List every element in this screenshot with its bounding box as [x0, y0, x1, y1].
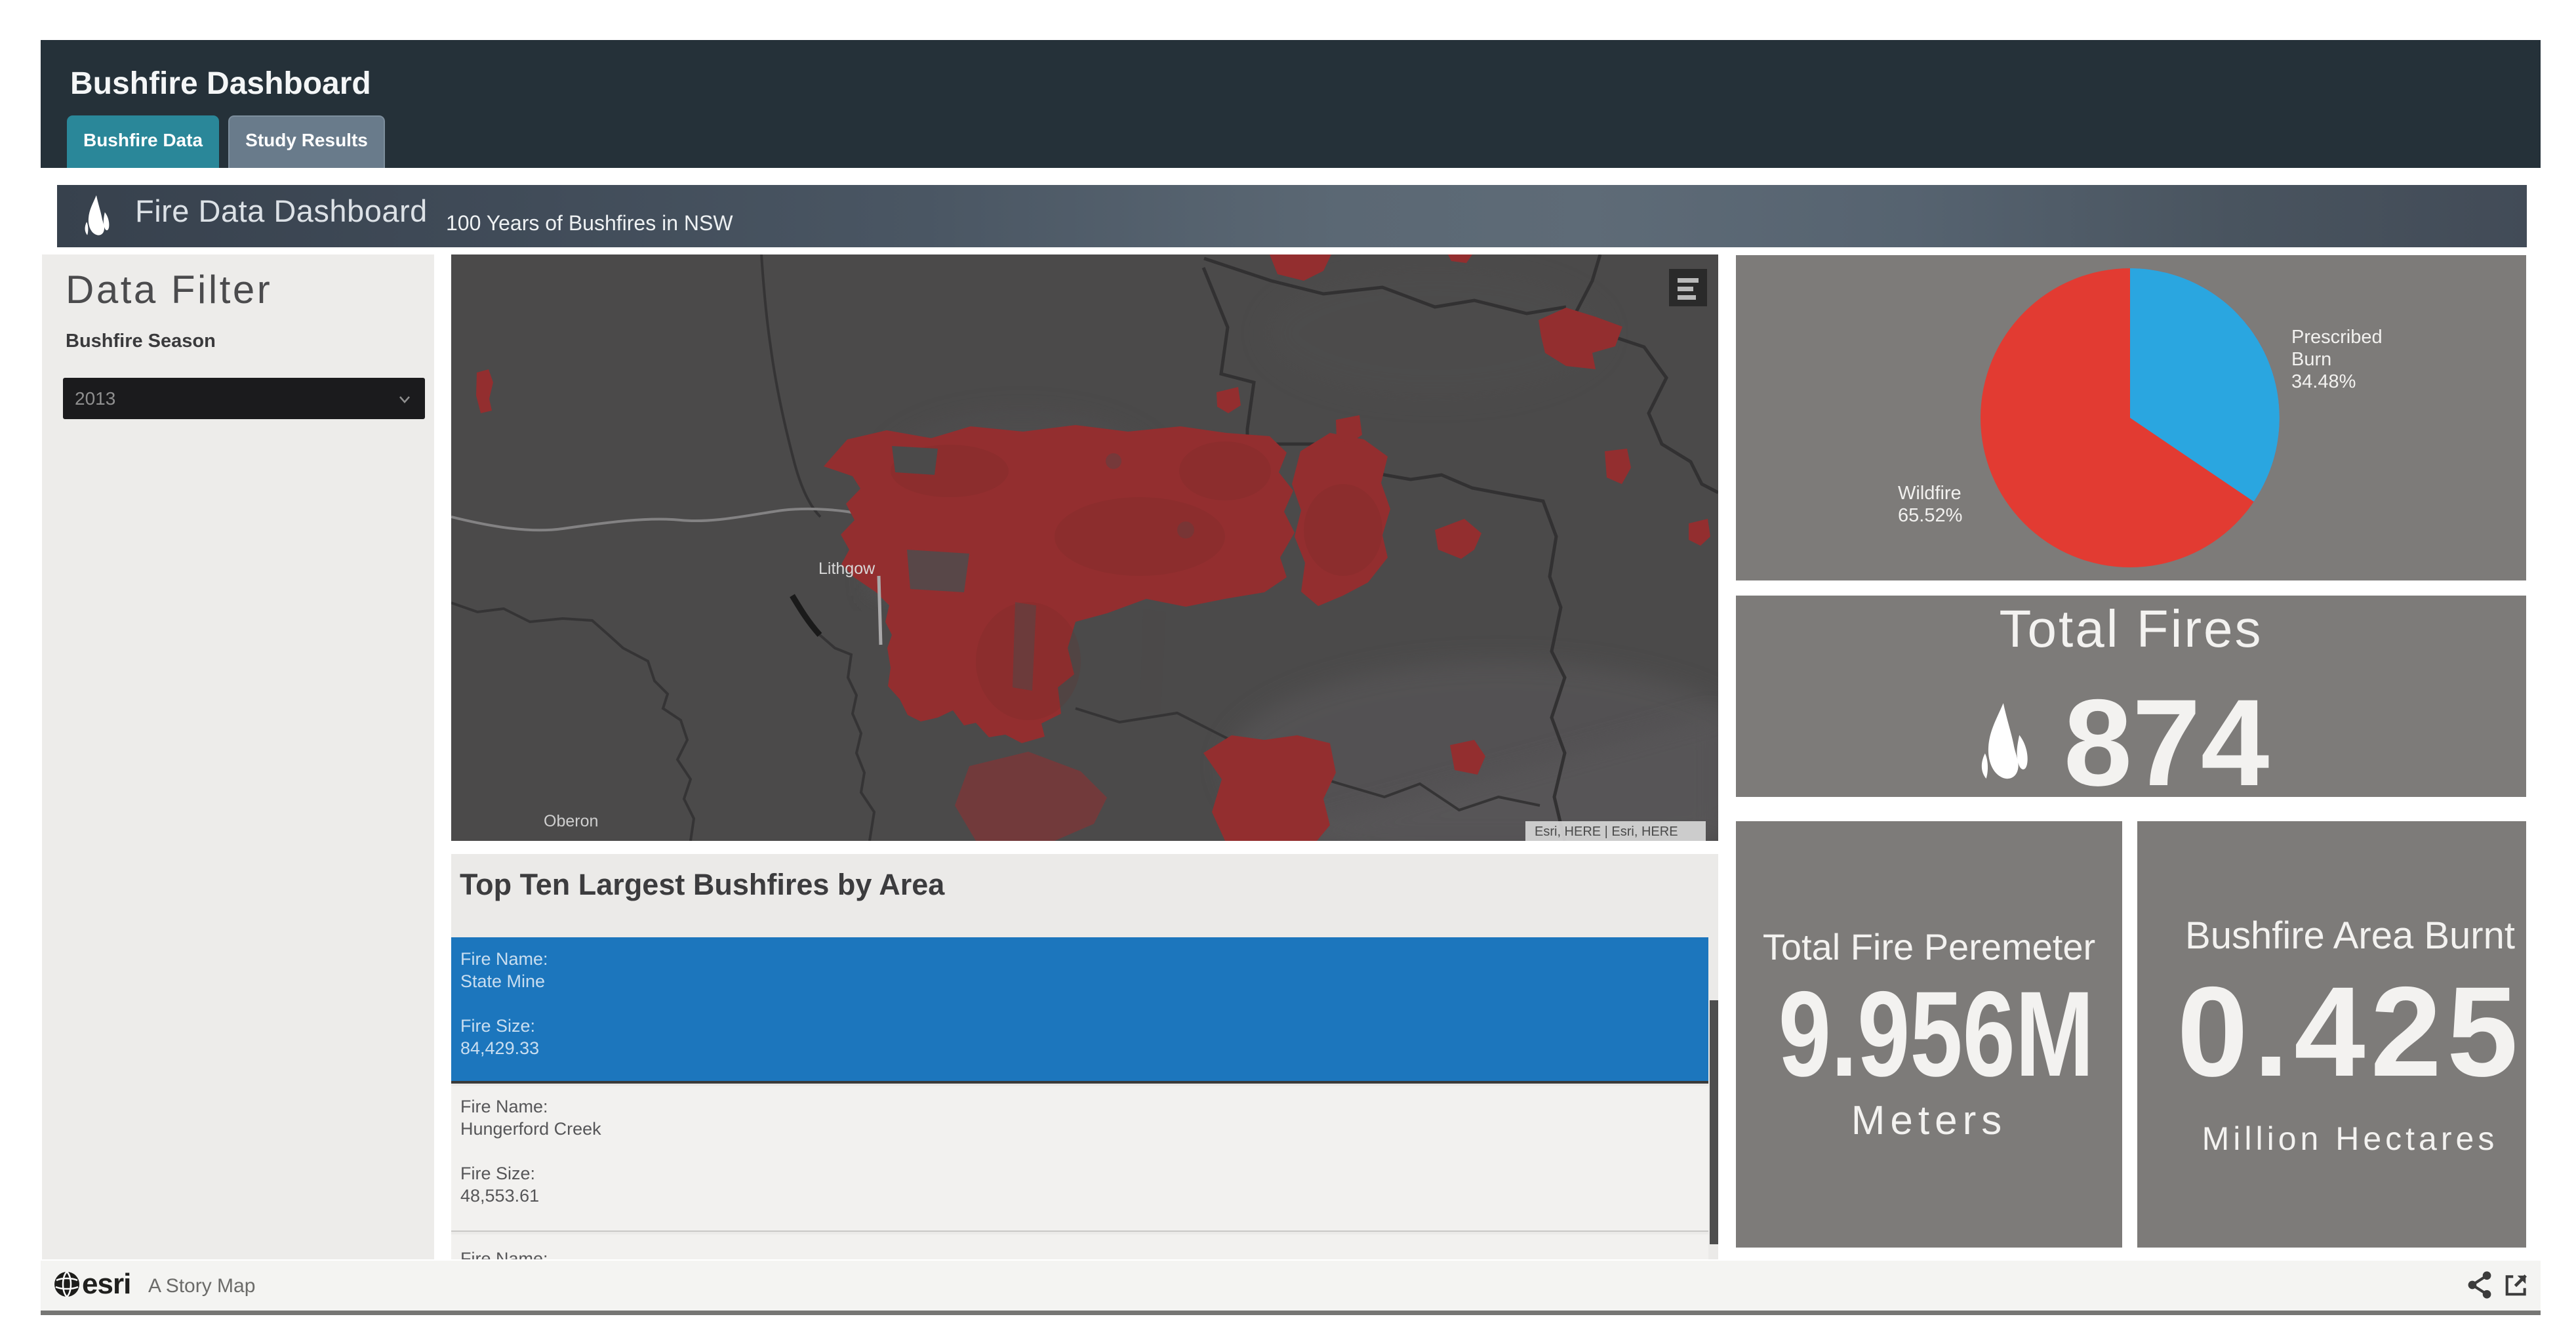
svg-text:65.52%: 65.52%: [1898, 505, 1962, 526]
svg-text:Lithgow: Lithgow: [818, 559, 875, 578]
svg-text:Burn: Burn: [2291, 349, 2331, 370]
svg-text:34.48%: 34.48%: [2291, 371, 2356, 392]
svg-text:Oberon: Oberon: [544, 812, 598, 830]
svg-text:Wildfire: Wildfire: [1898, 483, 1962, 504]
svg-text:Prescribed: Prescribed: [2291, 327, 2383, 348]
svg-text:Esri, HERE | Esri, HERE: Esri, HERE | Esri, HERE: [1535, 824, 1678, 839]
